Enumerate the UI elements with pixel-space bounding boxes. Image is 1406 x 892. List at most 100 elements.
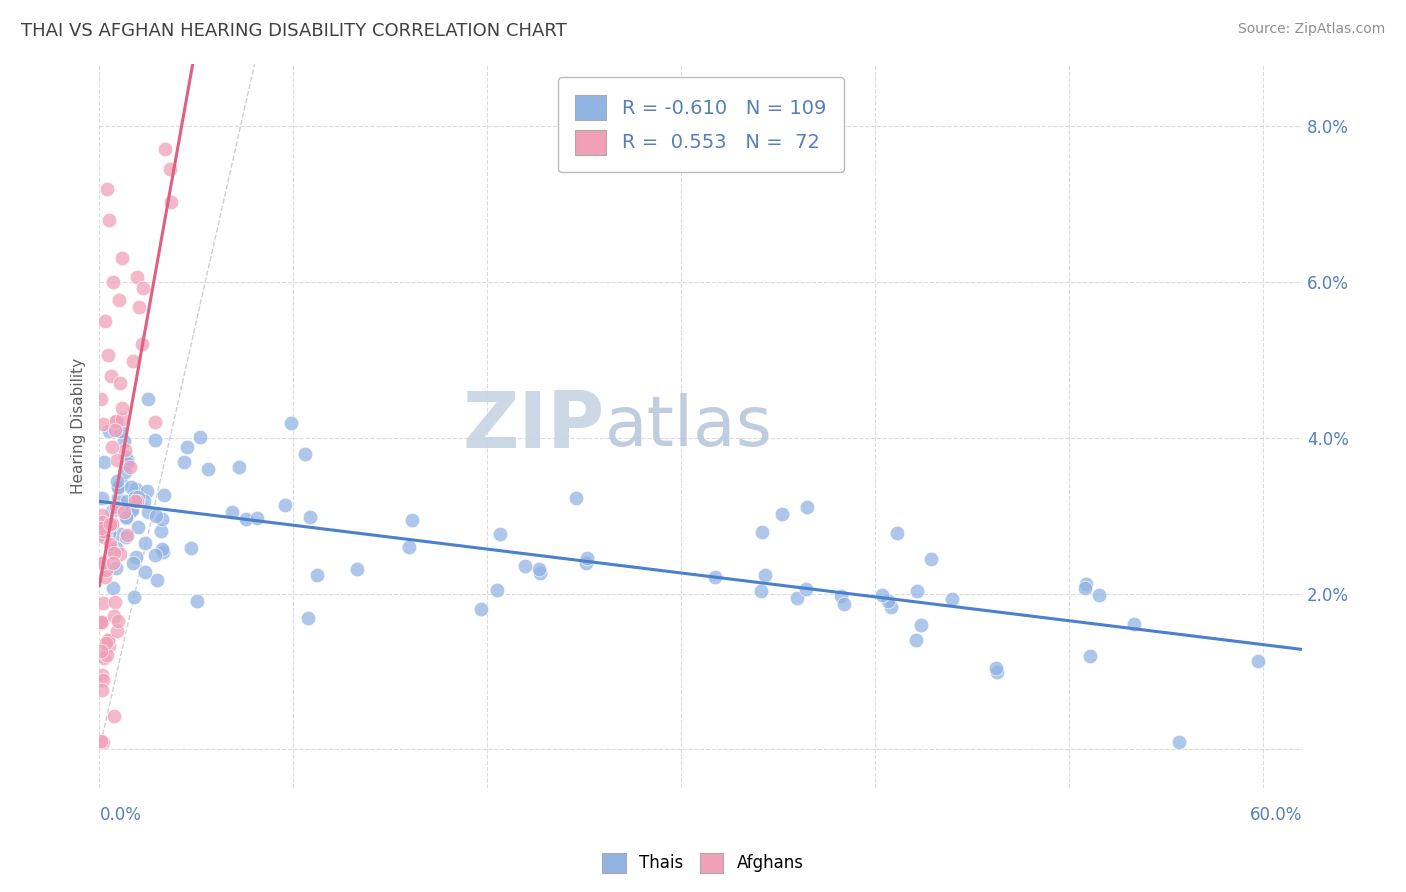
- Text: atlas: atlas: [605, 392, 772, 459]
- Point: [90, 515, 112, 529]
- Point: [104, 415, 127, 429]
- Point: [97, 632, 120, 647]
- Point: [112, 434, 135, 448]
- Point: [124, 490, 146, 504]
- Point: [132, 281, 155, 295]
- Legend: Thais, Afghans: Thais, Afghans: [596, 847, 810, 880]
- Point: [152, 545, 174, 559]
- Point: [575, 556, 598, 570]
- Point: [150, 524, 173, 538]
- Point: [115, 528, 138, 542]
- Point: [565, 491, 588, 505]
- Point: [513, 559, 536, 574]
- Point: [1080, 649, 1102, 664]
- Point: [94, 636, 117, 650]
- Legend: R = -0.610   N = 109, R =  0.553   N =  72: R = -0.610 N = 109, R = 0.553 N = 72: [558, 78, 844, 172]
- Point: [153, 488, 176, 502]
- Point: [877, 594, 900, 608]
- Point: [114, 442, 136, 457]
- Text: Source: ZipAtlas.com: Source: ZipAtlas.com: [1237, 22, 1385, 37]
- Point: [136, 505, 159, 519]
- Point: [115, 456, 138, 470]
- Point: [135, 483, 157, 498]
- Point: [90, 521, 112, 535]
- Point: [221, 505, 243, 519]
- Point: [90, 615, 112, 630]
- Point: [91, 615, 114, 630]
- Point: [832, 597, 855, 611]
- Point: [94, 519, 117, 533]
- Point: [103, 609, 125, 624]
- Point: [111, 252, 134, 266]
- Point: [97, 348, 120, 362]
- Point: [115, 493, 138, 508]
- Point: [90, 734, 112, 748]
- Point: [153, 142, 176, 156]
- Point: [90, 683, 112, 698]
- Point: [105, 624, 128, 638]
- Point: [145, 508, 167, 523]
- Point: [127, 494, 149, 508]
- Point: [104, 595, 127, 609]
- Point: [101, 275, 124, 289]
- Point: [770, 507, 793, 521]
- Point: [485, 583, 508, 598]
- Point: [120, 503, 142, 517]
- Point: [105, 474, 128, 488]
- Point: [96, 648, 118, 662]
- Point: [398, 541, 420, 555]
- Point: [103, 556, 125, 570]
- Point: [180, 541, 202, 555]
- Point: [105, 414, 128, 428]
- Point: [197, 462, 219, 476]
- Point: [91, 417, 114, 432]
- Point: [108, 547, 131, 561]
- Point: [107, 614, 129, 628]
- Point: [108, 526, 131, 541]
- Point: [131, 336, 153, 351]
- Point: [97, 633, 120, 648]
- Point: [529, 566, 551, 580]
- Point: [100, 541, 122, 556]
- Text: THAI VS AFGHAN HEARING DISABILITY CORRELATION CHART: THAI VS AFGHAN HEARING DISABILITY CORREL…: [21, 22, 567, 40]
- Point: [143, 415, 166, 429]
- Point: [796, 500, 818, 515]
- Point: [470, 601, 492, 615]
- Y-axis label: Hearing Disability: Hearing Disability: [72, 358, 86, 494]
- Point: [527, 562, 550, 576]
- Point: [112, 505, 135, 519]
- Point: [1247, 654, 1270, 668]
- Point: [108, 424, 131, 438]
- Point: [1123, 617, 1146, 632]
- Point: [120, 460, 142, 475]
- Point: [127, 519, 149, 533]
- Point: [786, 591, 808, 606]
- Point: [104, 500, 127, 514]
- Point: [294, 447, 316, 461]
- Point: [159, 161, 181, 176]
- Point: [124, 494, 146, 508]
- Point: [136, 392, 159, 406]
- Point: [121, 503, 143, 517]
- Point: [94, 314, 117, 328]
- Point: [107, 293, 129, 307]
- Point: [93, 530, 115, 544]
- Point: [280, 416, 302, 430]
- Point: [90, 615, 112, 629]
- Point: [134, 565, 156, 579]
- Point: [101, 517, 124, 532]
- Point: [115, 530, 138, 544]
- Point: [794, 582, 817, 596]
- Point: [105, 561, 128, 575]
- Point: [749, 584, 772, 599]
- Point: [121, 354, 143, 368]
- Point: [176, 440, 198, 454]
- Point: [108, 376, 131, 390]
- Point: [93, 455, 115, 469]
- Point: [93, 651, 115, 665]
- Point: [910, 617, 932, 632]
- Text: 60.0%: 60.0%: [1250, 806, 1302, 824]
- Point: [1074, 577, 1097, 591]
- Point: [91, 734, 114, 748]
- Point: [704, 570, 727, 584]
